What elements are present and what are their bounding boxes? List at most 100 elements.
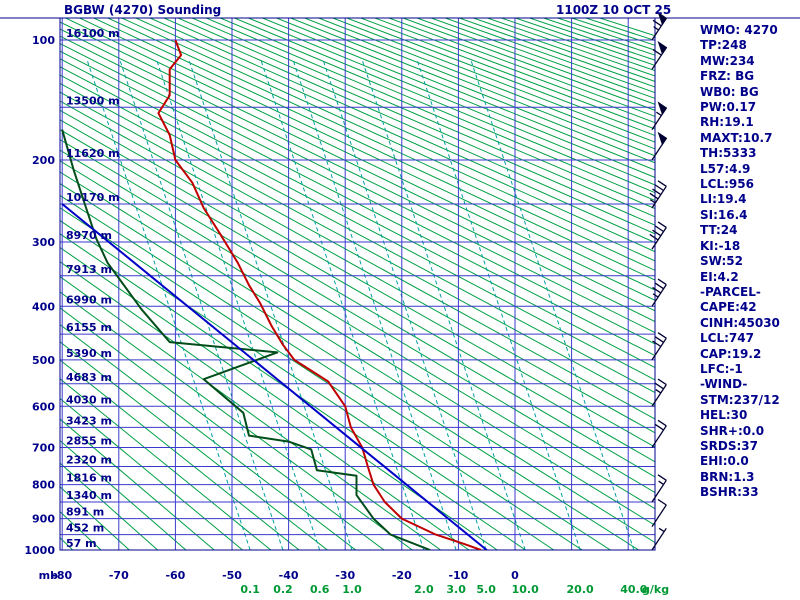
mixing-ratio-label: 10.0 <box>512 583 539 596</box>
altitude-label: 5390 m <box>66 347 112 360</box>
temperature-tick-label: -30 <box>335 569 355 582</box>
stat-line: LCL:747 <box>700 331 754 346</box>
pressure-tick-label: 900 <box>32 513 55 526</box>
stat-line: KI:-18 <box>700 238 741 253</box>
stat-line: CINH:45030 <box>700 315 780 330</box>
temperature-tick-label: -70 <box>109 569 129 582</box>
stat-line: LI:19.4 <box>700 192 747 207</box>
datetime-label: 1100Z 10 OCT 25 <box>556 3 672 17</box>
altitude-label: 2855 m <box>66 434 112 447</box>
parcel-trace <box>61 203 488 550</box>
temperature-tick-label: -40 <box>279 569 299 582</box>
wind-barb <box>651 131 668 161</box>
temperature-tick-label: -50 <box>222 569 242 582</box>
wind-barb <box>651 378 667 407</box>
altitude-label: 6990 m <box>66 293 112 306</box>
plot-frame <box>59 17 656 551</box>
altitude-label: 11620 m <box>66 147 120 160</box>
mixing-ratio-label: 1.0 <box>342 583 362 596</box>
stat-line: SI:16.4 <box>700 207 748 222</box>
page-title: BGBW (4270) Sounding <box>64 3 222 17</box>
altitude-label: 10170 m <box>66 191 120 204</box>
altitude-label: 8970 m <box>66 229 112 242</box>
stat-line: TP:248 <box>700 38 747 53</box>
mixing-ratio-unit-label: g/kg <box>642 583 669 596</box>
wind-barb <box>651 332 667 361</box>
pressure-unit-label: mb <box>39 569 58 582</box>
stat-line: EI:4.2 <box>700 269 739 284</box>
altitude-label: 6155 m <box>66 321 112 334</box>
altitude-label: 16100 m <box>66 27 120 40</box>
altitude-label: 452 m <box>66 522 104 535</box>
wind-barb <box>651 527 667 551</box>
dry-adiabat-lines <box>60 18 655 550</box>
altitude-label: 7913 m <box>66 263 112 276</box>
altitude-label: 891 m <box>66 506 104 519</box>
pressure-tick-label: 400 <box>32 300 55 313</box>
wind-barb <box>649 221 667 250</box>
mixing-ratio-label: 0.1 <box>240 583 260 596</box>
altitude-label: 3423 m <box>66 414 112 427</box>
altitude-label: 2320 m <box>66 453 112 466</box>
stat-line: PW:0.17 <box>700 100 757 115</box>
temperature-tick-label: -60 <box>165 569 185 582</box>
temperature-tick-label: 0 <box>511 569 519 582</box>
stat-line: LCL:956 <box>700 177 754 192</box>
stat-line: WMO: 4270 <box>700 23 778 37</box>
wind-barb <box>651 278 667 307</box>
wind-barb <box>651 101 668 131</box>
stat-line: CAPE:42 <box>700 300 757 315</box>
mixing-ratio-label: 2.0 <box>414 583 434 596</box>
mixing-ratio-lines <box>86 59 635 550</box>
wind-barb <box>651 498 667 528</box>
stat-line: CAP:19.2 <box>700 346 762 361</box>
stat-line: TT:24 <box>700 223 738 238</box>
mixing-ratio-label: 40.0 <box>620 583 647 596</box>
wind-barb <box>651 11 668 41</box>
temperature-tick-label: -20 <box>392 569 412 582</box>
altitude-label: 4683 m <box>66 371 112 384</box>
pressure-tick-label: 200 <box>32 154 55 167</box>
pressure-tick-label: 600 <box>32 400 55 413</box>
wind-barb <box>651 41 668 70</box>
wind-barb <box>649 180 667 209</box>
altitude-label: 4030 m <box>66 393 112 406</box>
stat-line: FRZ: BG <box>700 69 755 84</box>
temperature-trace <box>157 39 482 550</box>
stats-panel: WMO: 4270 TP:248 MW:234 FRZ: BG WB0: BG PW:0.… <box>700 23 780 501</box>
pressure-tick-label: 700 <box>32 441 55 454</box>
wind-barbs <box>649 11 668 551</box>
mixing-ratio-label: 5.0 <box>476 583 496 596</box>
mixing-ratio-label: 0.6 <box>310 583 330 596</box>
stat-line: BRN:1.3 <box>700 469 755 484</box>
mixing-ratio-label: 3.0 <box>446 583 466 596</box>
stat-line: BSHR:33 <box>700 485 759 500</box>
pressure-tick-label: 300 <box>32 236 55 249</box>
stat-line: STM:237/12 <box>700 392 780 407</box>
stat-line: -WIND- <box>700 377 748 392</box>
stat-line: SW:52 <box>700 254 744 269</box>
stat-line: SRDS:37 <box>700 438 758 453</box>
mixing-ratio-label: 0.2 <box>273 583 293 596</box>
altitude-label: 57 m <box>66 537 97 550</box>
stat-line: L57:4.9 <box>700 161 751 176</box>
stat-line: EHI:0.0 <box>700 454 749 469</box>
stat-line: MAXT:10.7 <box>700 130 773 145</box>
wind-barb <box>651 474 667 503</box>
stat-line: RH:19.1 <box>700 115 754 130</box>
altitude-label: 13500 m <box>66 94 120 107</box>
altitude-label: 1340 m <box>66 489 112 502</box>
pressure-tick-label: 100 <box>32 34 55 47</box>
pressure-tick-label: 500 <box>32 354 55 367</box>
stat-line: HEL:30 <box>700 408 748 423</box>
stat-line: LFC:-1 <box>700 361 743 376</box>
stat-line: -PARCEL- <box>700 284 761 299</box>
isotherm-lines <box>61 18 629 550</box>
pressure-tick-label: 1000 <box>24 544 55 557</box>
stat-line: WB0: BG <box>700 84 759 99</box>
stat-line: TH:5333 <box>700 146 757 161</box>
mixing-ratio-label: 20.0 <box>567 583 594 596</box>
dewpoint-trace <box>61 129 431 550</box>
